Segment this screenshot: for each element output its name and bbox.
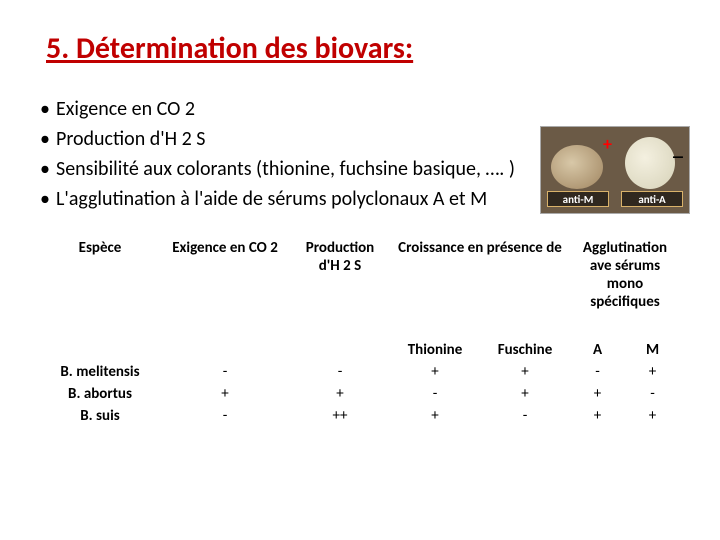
cell-fuschine: + (480, 361, 570, 383)
table-row: B. abortus + + - + + - (40, 383, 680, 405)
col-h2s: Production d'H 2 S (290, 237, 390, 313)
bullet-text: Exigence en CO 2 (56, 95, 195, 123)
bullet-icon: • (40, 95, 56, 123)
cell-co2: + (160, 383, 290, 405)
cell-m: - (625, 383, 680, 405)
slide: 5. Détermination des biovars: • Exigence… (0, 0, 720, 540)
page-title: 5. Détermination des biovars: (46, 30, 680, 67)
cell-h2s: + (290, 383, 390, 405)
sample-left (551, 145, 603, 189)
col-agglut: Agglutination ave sérums mono spécifique… (570, 237, 680, 313)
cell-species: B. abortus (40, 383, 160, 405)
subcol-fuschine: Fuschine (480, 341, 570, 359)
cell-a: + (570, 405, 625, 427)
cell-m: + (625, 405, 680, 427)
table-row: B. melitensis - - + + - + (40, 361, 680, 383)
table-body: B. melitensis - - + + - + B. abortus + +… (40, 361, 680, 427)
subcol-a: A (570, 341, 625, 359)
cell-h2s: - (290, 361, 390, 383)
photo-label-anti-m: anti-M (547, 191, 609, 207)
subcol-thionine: Thionine (390, 341, 480, 359)
cell-m: + (625, 361, 680, 383)
minus-icon: _ (673, 137, 683, 161)
cell-a: - (570, 361, 625, 383)
cell-co2: - (160, 361, 290, 383)
cell-co2: - (160, 405, 290, 427)
bullet-text: L'agglutination à l'aide de sérums polyc… (56, 185, 487, 213)
sample-right (625, 137, 675, 189)
bullet-icon: • (40, 155, 56, 183)
list-item: • Exigence en CO 2 (40, 95, 680, 123)
bullet-icon: • (40, 185, 56, 213)
cell-thionine: + (390, 361, 480, 383)
cell-thionine: + (390, 405, 480, 427)
bullet-icon: • (40, 125, 56, 153)
col-species: Espèce (40, 237, 160, 313)
cell-fuschine: + (480, 383, 570, 405)
bullet-text: Production d'H 2 S (56, 125, 205, 153)
col-growth: Croissance en présence de (390, 237, 570, 313)
photo-label-anti-a: anti-A (621, 191, 683, 207)
biovar-table: Espèce Exigence en CO 2 Production d'H 2… (40, 237, 680, 427)
plus-icon: + (603, 133, 612, 155)
subcol-m: M (625, 341, 680, 359)
cell-h2s: ++ (290, 405, 390, 427)
col-co2: Exigence en CO 2 (160, 237, 290, 313)
cell-fuschine: - (480, 405, 570, 427)
table-row: B. suis - ++ + - + + (40, 405, 680, 427)
cell-thionine: - (390, 383, 480, 405)
cell-species: B. melitensis (40, 361, 160, 383)
cell-species: B. suis (40, 405, 160, 427)
cell-a: + (570, 383, 625, 405)
table-subheader-row: Thionine Fuschine A M (40, 341, 680, 359)
table-header-row: Espèce Exigence en CO 2 Production d'H 2… (40, 237, 680, 313)
bullet-text: Sensibilité aux colorants (thionine, fuc… (56, 155, 515, 183)
agglutination-photo: + _ anti-M anti-A (540, 126, 690, 214)
